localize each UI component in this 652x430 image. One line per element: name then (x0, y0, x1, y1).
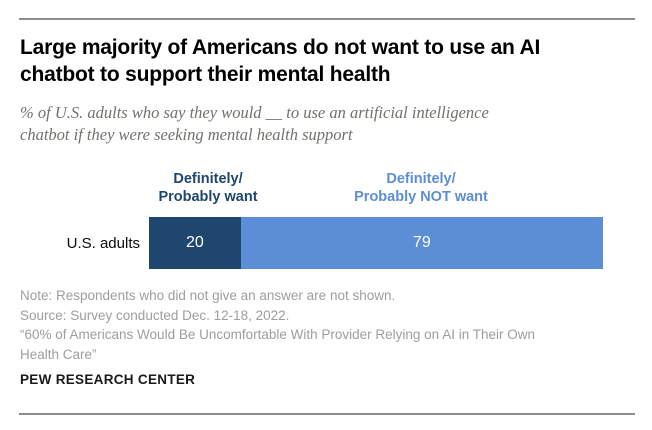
legend-definitely-not-want: Definitely/ Probably NOT want (354, 171, 488, 205)
bar-segment-want: 20 (149, 217, 241, 269)
chart-title: Large majority of Americans do not want … (20, 36, 541, 86)
stacked-bar: 20 79 (149, 217, 603, 269)
note-line: Note: Respondents who did not give an an… (20, 288, 396, 303)
chart-subtitle: % of U.S. adults who say they would __ t… (20, 103, 489, 144)
brand-pew-research-center: PEW RESEARCH CENTER (20, 372, 196, 387)
bar-value-not-want: 79 (412, 234, 431, 251)
legend-definitely-want: Definitely/ Probably want (158, 171, 258, 205)
bar-value-want: 20 (185, 234, 204, 251)
source-line: Source: Survey conducted Dec. 12-18, 202… (20, 307, 290, 323)
report-title-line: “60% of Americans Would Be Uncomfortable… (20, 327, 535, 362)
bar-segment-not-want: 79 (240, 217, 603, 269)
category-label-us-adults: U.S. adults (66, 234, 140, 252)
footnotes: Note: Respondents who did not give an an… (20, 286, 610, 364)
top-divider (19, 18, 635, 20)
bottom-divider (19, 413, 635, 415)
